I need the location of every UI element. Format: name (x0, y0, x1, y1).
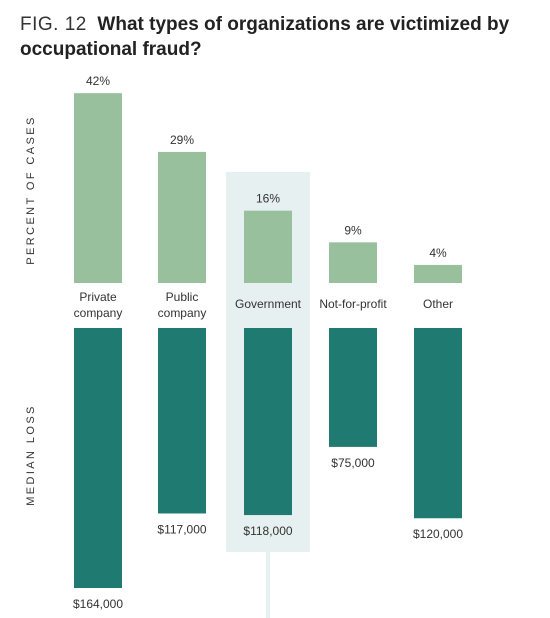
percent-bar (74, 93, 122, 283)
percent-bar (329, 242, 377, 283)
percent-data-label: 4% (429, 246, 447, 260)
median-loss-data-label: $117,000 (157, 522, 206, 536)
category-label: company (74, 306, 123, 320)
median-loss-bar (158, 328, 206, 514)
chart-title: FIG. 12 What types of organizations are … (20, 12, 540, 62)
figure-title: What types of organizations are victimiz… (20, 14, 510, 60)
bottom-bars: $164,000 $117,000 $118,000 $75,000 $120,000 (73, 328, 463, 611)
median-loss-data-label: $75,000 (331, 456, 375, 470)
category-label: Government (235, 297, 302, 311)
median-loss-data-label: $118,000 (243, 524, 292, 538)
category-label: company (158, 306, 207, 320)
figure-number: FIG. 12 (20, 14, 87, 35)
top-bars: 42% Private company 29% Public company 16% Gove… (74, 74, 462, 320)
median-loss-bar (74, 328, 122, 588)
top-axis-label: PERCENT OF CASES (25, 115, 37, 264)
percent-bar (244, 210, 292, 283)
median-loss-bar (329, 328, 377, 447)
median-loss-data-label: $164,000 (73, 597, 123, 611)
median-loss-bar (414, 328, 462, 519)
median-loss-bar (244, 328, 292, 516)
bottom-axis-label: MEDIAN LOSS (25, 404, 37, 506)
median-loss-data-label: $120,000 (413, 527, 463, 541)
percent-data-label: 9% (344, 223, 362, 237)
category-label: Public (166, 290, 199, 304)
percent-data-label: 16% (256, 192, 280, 206)
percent-data-label: 29% (170, 133, 194, 147)
category-label: Not-for-profit (319, 297, 387, 311)
category-label: Other (423, 297, 453, 311)
percent-bar (414, 264, 462, 283)
category-label: Private (79, 290, 117, 304)
percent-bar (158, 151, 206, 283)
percent-data-label: 42% (86, 74, 110, 88)
